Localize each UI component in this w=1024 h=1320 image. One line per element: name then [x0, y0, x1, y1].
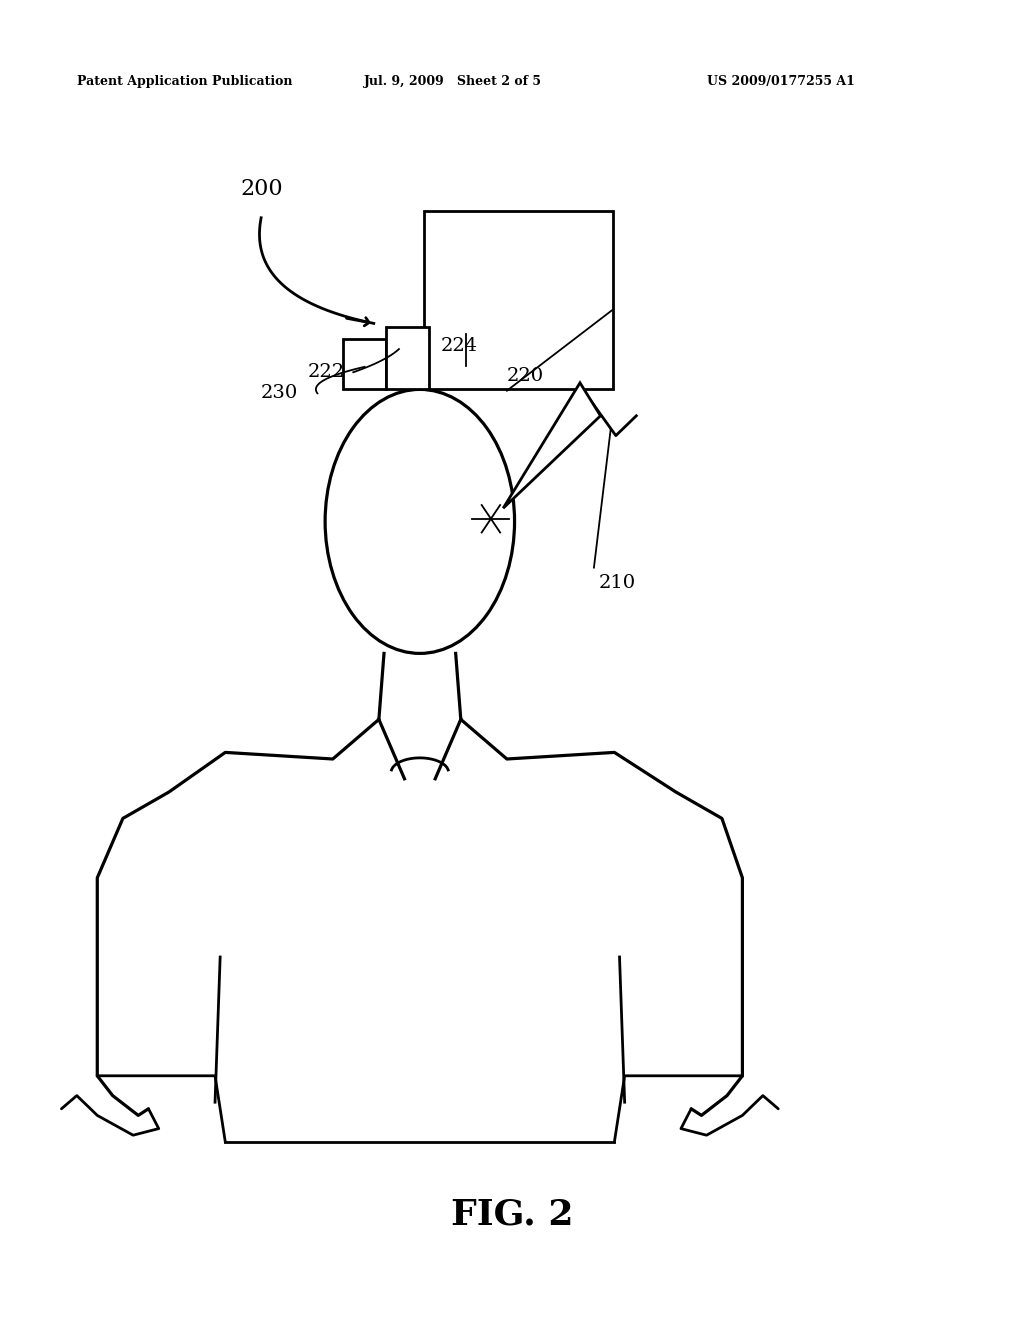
Text: 222: 222 — [307, 363, 344, 381]
Text: Jul. 9, 2009   Sheet 2 of 5: Jul. 9, 2009 Sheet 2 of 5 — [364, 75, 542, 88]
Text: 210: 210 — [599, 574, 636, 593]
FancyBboxPatch shape — [343, 339, 386, 389]
FancyBboxPatch shape — [386, 327, 429, 389]
Text: US 2009/0177255 A1: US 2009/0177255 A1 — [707, 75, 854, 88]
Polygon shape — [503, 383, 600, 508]
Text: 220: 220 — [507, 367, 544, 385]
Text: 230: 230 — [261, 384, 298, 403]
Text: 224: 224 — [440, 337, 477, 355]
Text: Patent Application Publication: Patent Application Publication — [77, 75, 292, 88]
FancyBboxPatch shape — [424, 211, 613, 389]
Ellipse shape — [326, 389, 514, 653]
Text: 200: 200 — [241, 178, 284, 201]
Text: FIG. 2: FIG. 2 — [451, 1197, 573, 1232]
